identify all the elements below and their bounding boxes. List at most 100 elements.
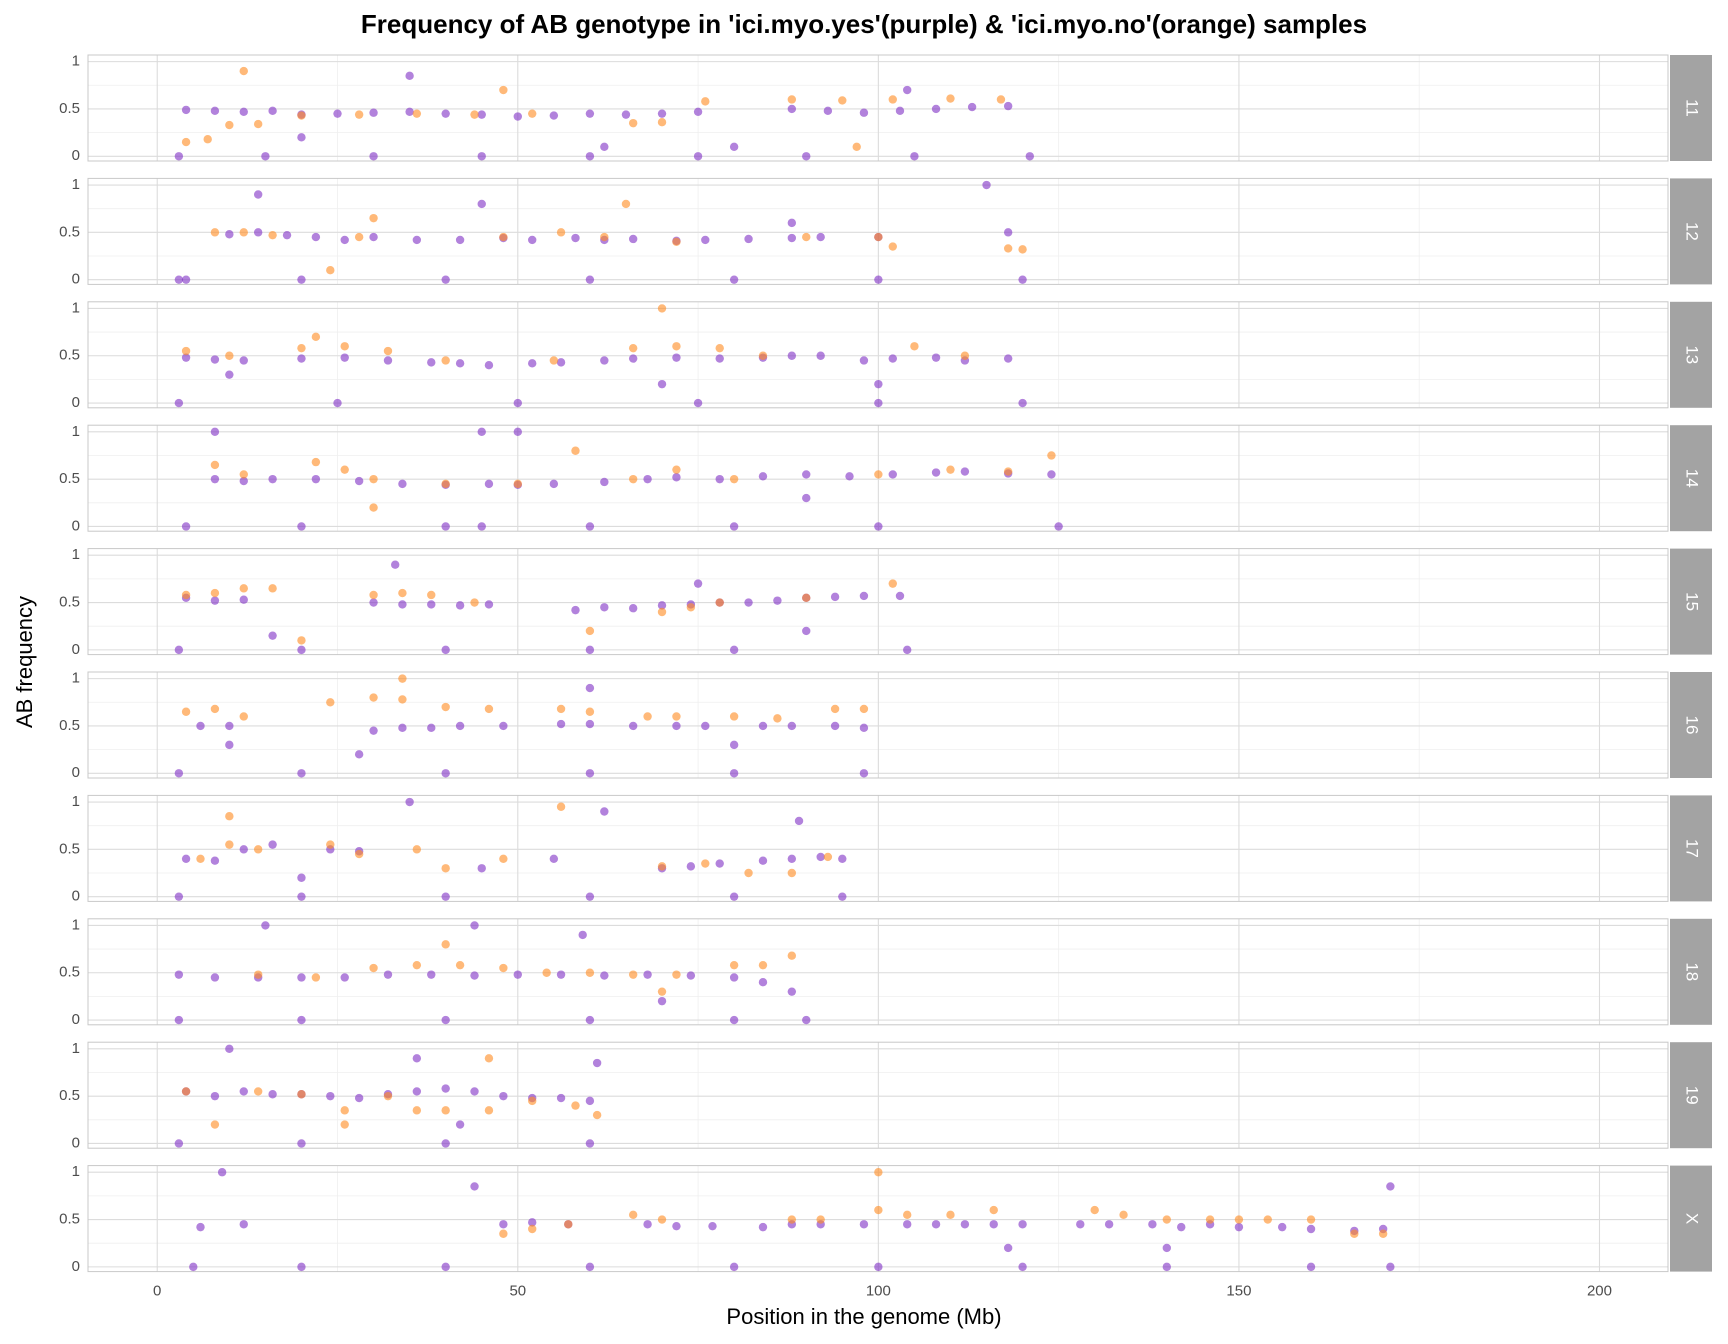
data-point (556, 802, 566, 811)
data-point (354, 750, 364, 759)
facet-label: X (1683, 1213, 1702, 1224)
data-point (758, 856, 768, 865)
data-point (859, 723, 869, 733)
data-point (600, 356, 609, 365)
data-point (383, 970, 393, 979)
facet-label: 11 (1683, 99, 1702, 117)
data-point (672, 237, 681, 247)
data-point (874, 275, 883, 284)
facet-strip (1670, 1165, 1712, 1272)
data-point (946, 94, 955, 103)
data-point (181, 275, 191, 284)
x-tick-label: 100 (866, 1283, 891, 1300)
data-point (340, 973, 349, 982)
data-point (326, 698, 335, 707)
data-point (340, 1120, 349, 1129)
data-point (297, 1139, 306, 1148)
data-point (571, 233, 580, 243)
data-point (225, 721, 234, 731)
data-point (693, 107, 703, 116)
facet-strip (1670, 55, 1712, 161)
data-point (1277, 1222, 1287, 1232)
data-point (556, 1093, 566, 1103)
data-point (1018, 275, 1027, 284)
data-point (758, 472, 768, 481)
data-point (585, 968, 595, 977)
data-point (239, 470, 248, 479)
data-point (326, 1091, 335, 1101)
data-point (210, 1091, 220, 1101)
data-point (585, 109, 595, 118)
data-point (297, 1015, 306, 1025)
data-point (239, 845, 248, 854)
data-point (1386, 1262, 1395, 1272)
data-point (888, 579, 897, 588)
data-point (174, 1139, 184, 1148)
data-point (225, 230, 234, 239)
data-point (210, 355, 220, 364)
data-point (729, 769, 739, 778)
data-point (874, 522, 883, 531)
data-point (239, 356, 248, 365)
data-point (556, 970, 566, 979)
data-point (758, 978, 768, 987)
facet-label: 19 (1683, 1086, 1702, 1105)
data-point (967, 102, 977, 112)
data-point (398, 600, 407, 609)
data-point (181, 346, 191, 356)
data-point (455, 235, 465, 245)
data-point (729, 1015, 739, 1025)
data-point (412, 1054, 422, 1063)
data-point (268, 840, 277, 849)
data-point (181, 353, 191, 362)
data-point (549, 111, 559, 120)
data-point (729, 973, 739, 982)
data-point (499, 721, 508, 731)
data-point (174, 398, 184, 408)
data-point (369, 598, 378, 607)
data-point (802, 493, 811, 503)
data-point (1003, 467, 1013, 476)
data-point (369, 152, 378, 161)
data-point (888, 95, 897, 104)
data-point (787, 1215, 797, 1224)
y-tick-label: 0.5 (59, 840, 80, 857)
data-point (441, 702, 450, 712)
data-point (405, 107, 414, 116)
data-point (1054, 522, 1063, 531)
data-point (326, 840, 335, 849)
data-point (1162, 1215, 1172, 1224)
data-point (326, 266, 335, 275)
data-point (729, 712, 739, 721)
data-point (174, 1015, 184, 1025)
data-point (910, 342, 919, 351)
data-point (1306, 1215, 1316, 1224)
data-point (210, 704, 220, 714)
data-point (239, 584, 248, 593)
facet-label: 12 (1683, 222, 1702, 241)
data-point (311, 973, 321, 982)
data-point (412, 1106, 422, 1115)
facet-label: 15 (1683, 592, 1702, 611)
data-point (383, 356, 393, 365)
data-point (1205, 1215, 1215, 1224)
data-point (657, 1215, 667, 1224)
data-point (210, 474, 220, 484)
data-point (1003, 228, 1013, 237)
data-point (758, 1222, 768, 1232)
data-point (441, 1139, 450, 1148)
data-point (628, 721, 638, 731)
data-point (174, 275, 184, 284)
data-point (600, 232, 609, 242)
data-point (528, 109, 537, 118)
data-point (369, 108, 378, 117)
data-point (701, 97, 710, 106)
data-point (268, 631, 277, 640)
data-point (802, 1015, 811, 1025)
y-tick-label: 0 (72, 517, 80, 534)
data-point (787, 721, 797, 731)
data-point (628, 343, 638, 353)
data-point (1386, 1182, 1395, 1191)
data-point (412, 845, 422, 854)
data-point (1350, 1229, 1359, 1238)
